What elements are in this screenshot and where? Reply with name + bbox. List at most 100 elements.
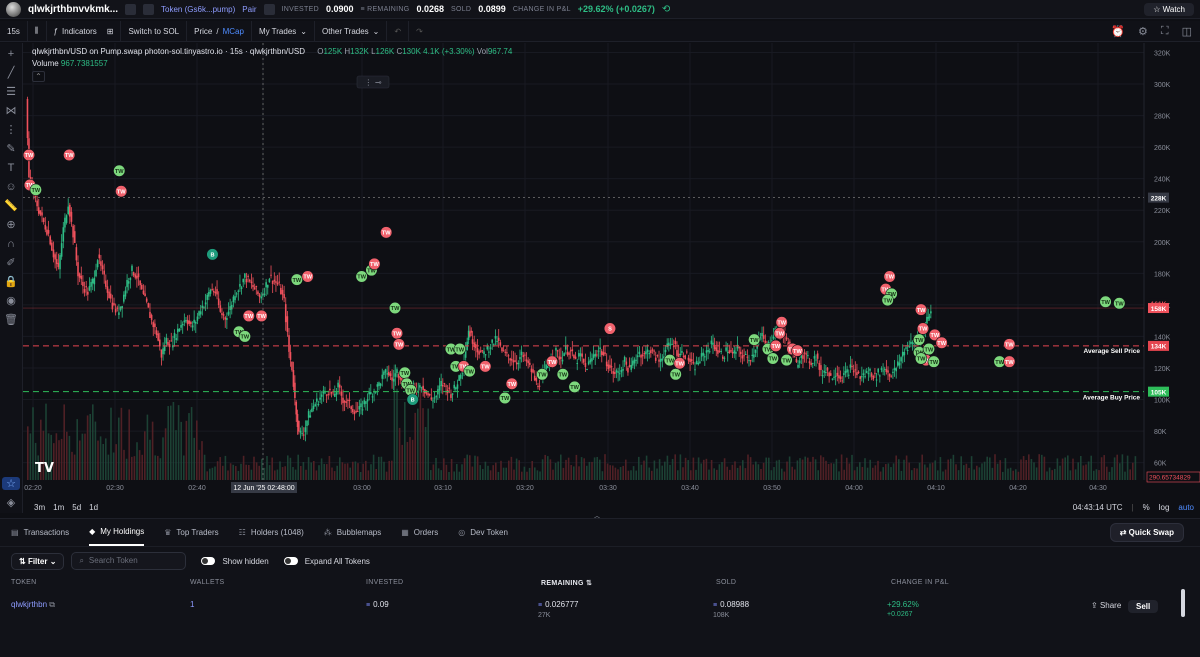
pair-link[interactable]: Pair [242, 4, 257, 14]
volume-bar [1126, 455, 1129, 480]
tab-transactions[interactable]: ▤ Transactions [11, 528, 70, 537]
volume-bar [786, 461, 788, 480]
tab-my-holdings[interactable]: ◆ My Holdings [89, 519, 145, 546]
range-1m[interactable]: 1m [53, 502, 65, 512]
trash-icon[interactable]: 🗑 [4, 314, 18, 326]
volume-bar [817, 470, 819, 480]
tab-top-traders[interactable]: ♛ Top Traders [164, 528, 219, 537]
magnet-icon[interactable]: ∩ [7, 237, 15, 250]
row-wallets[interactable]: 1 [190, 600, 195, 609]
share-button[interactable]: ⇪ Share [1091, 601, 1122, 610]
log-toggle[interactable]: log [1158, 502, 1170, 512]
undo-icon[interactable]: ↶ [387, 21, 410, 41]
price-chart[interactable]: 320K300K280K260K240K220K200K180K160K140K… [23, 43, 1200, 513]
candle [271, 280, 274, 284]
layers-icon[interactable]: ◈ [6, 497, 16, 509]
emoji-icon[interactable]: ☺ [5, 180, 17, 193]
chart-canvas[interactable]: 320K300K280K260K240K220K200K180K160K140K… [23, 43, 1200, 513]
quick-swap-button[interactable]: ⇄ Quick Swap [1109, 523, 1184, 542]
pnl-share-icon[interactable]: ⟲ [661, 3, 671, 15]
volume-bar [206, 471, 208, 480]
candle [216, 289, 218, 295]
candle [312, 405, 315, 410]
expand-all-toggle[interactable] [283, 557, 298, 565]
volume-bar [474, 455, 476, 480]
candle [145, 298, 148, 302]
token-name[interactable]: qlwkjrthbnvvkmk... [28, 3, 119, 15]
range-3m[interactable]: 3m [34, 502, 46, 512]
volume-bar [388, 460, 390, 480]
volume-bar [994, 454, 996, 480]
brush-icon[interactable]: ✎ [6, 143, 16, 155]
my-trades-dropdown[interactable]: My Trades ⌄ [252, 21, 315, 41]
candle [748, 360, 750, 362]
volume-bar [219, 457, 221, 480]
candle [265, 282, 267, 288]
lock-icon[interactable]: 🔒 [4, 276, 18, 288]
filter-button[interactable]: ⇅ Filter ⌄ [11, 552, 65, 570]
text-icon[interactable]: T [7, 161, 15, 174]
candle [221, 313, 223, 315]
candle [555, 348, 557, 351]
token-avatar[interactable] [6, 1, 21, 17]
pattern-icon[interactable]: ⋈ [5, 105, 17, 117]
trade-marker [603, 322, 617, 335]
candle [736, 344, 739, 349]
range-1d[interactable]: 1d [89, 502, 99, 512]
candle [927, 317, 930, 319]
volume-bar [557, 461, 559, 480]
trendline-icon[interactable]: ╱ [7, 67, 15, 79]
auto-toggle[interactable]: auto [1178, 502, 1194, 512]
volume-bar [937, 470, 939, 480]
price-mcap-toggle[interactable]: Price / MCap [187, 21, 252, 41]
candle-type-icon[interactable]: ⫼ [28, 21, 47, 41]
tab-dev-token[interactable]: ◎ Dev Token [458, 528, 508, 537]
candle [658, 359, 660, 362]
settings-icon[interactable]: ⚙ [1138, 25, 1148, 38]
row-token[interactable]: qlwkjrthbn ⧉ [11, 600, 55, 609]
watch-button[interactable]: ☆ Watch [1144, 2, 1194, 16]
interval-selector[interactable]: 15s [0, 21, 28, 41]
fib-icon[interactable]: ⋮ [5, 124, 17, 136]
copy-icon[interactable] [125, 3, 137, 15]
collapse-legend-icon[interactable]: ⌃ [32, 71, 45, 82]
crosshair-icon[interactable]: + [7, 47, 15, 60]
candle [366, 399, 369, 402]
favorites-icon[interactable]: ☆ [2, 477, 20, 490]
candle [694, 369, 696, 371]
fullscreen-icon[interactable]: ⛶ [1160, 24, 1169, 37]
panel-scrollbar[interactable] [1181, 589, 1185, 617]
percent-toggle[interactable]: % [1142, 502, 1150, 512]
copy-icon[interactable]: ⧉ [49, 600, 55, 609]
lock-draw-icon[interactable]: ✐ [6, 257, 16, 269]
utc-clock[interactable]: 04:43:14 UTC [1072, 502, 1123, 512]
volume-bar [297, 454, 299, 480]
volume-bar [981, 463, 983, 480]
tradingview-logo[interactable]: TV [35, 461, 54, 476]
show-hidden-toggle[interactable] [201, 557, 216, 565]
other-trades-dropdown[interactable]: Other Trades ⌄ [315, 21, 388, 41]
alert-icon[interactable]: ⏰ [1111, 25, 1126, 38]
indicators-button[interactable]: ƒ Indicators ⊞ [47, 21, 122, 41]
horizontal-lines-icon[interactable]: ☰ [6, 86, 16, 98]
ruler-icon[interactable]: 📏 [4, 200, 18, 212]
col-remaining[interactable]: REMAINING ⇅ [541, 580, 593, 587]
panel-resize-handle[interactable]: ︿ [593, 511, 601, 520]
copy-pair-icon[interactable] [263, 3, 275, 15]
eye-icon[interactable]: ◉ [6, 295, 16, 307]
screenshot-icon[interactable]: ◫ [1181, 25, 1192, 38]
share-icon[interactable] [143, 3, 155, 15]
templates-icon[interactable]: ⊞ [106, 26, 114, 36]
zoom-icon[interactable]: ⊕ [6, 219, 16, 231]
search-token-input[interactable]: ⌕ Search Token [71, 552, 187, 570]
tab-holders[interactable]: ☷ Holders (1048) [238, 528, 304, 537]
range-5d[interactable]: 5d [72, 502, 82, 512]
token-address-link[interactable]: Token (Gs6k...pump) [161, 4, 236, 14]
tab-bubblemaps[interactable]: ⁂ Bubblemaps [323, 528, 382, 537]
candle [227, 311, 230, 315]
sell-button[interactable]: Sell [1128, 600, 1159, 613]
switch-sol-button[interactable]: Switch to SOL [121, 21, 188, 41]
tab-orders[interactable]: ▦ Orders [401, 528, 439, 537]
redo-icon[interactable]: ↷ [416, 26, 423, 36]
candle [731, 352, 734, 354]
